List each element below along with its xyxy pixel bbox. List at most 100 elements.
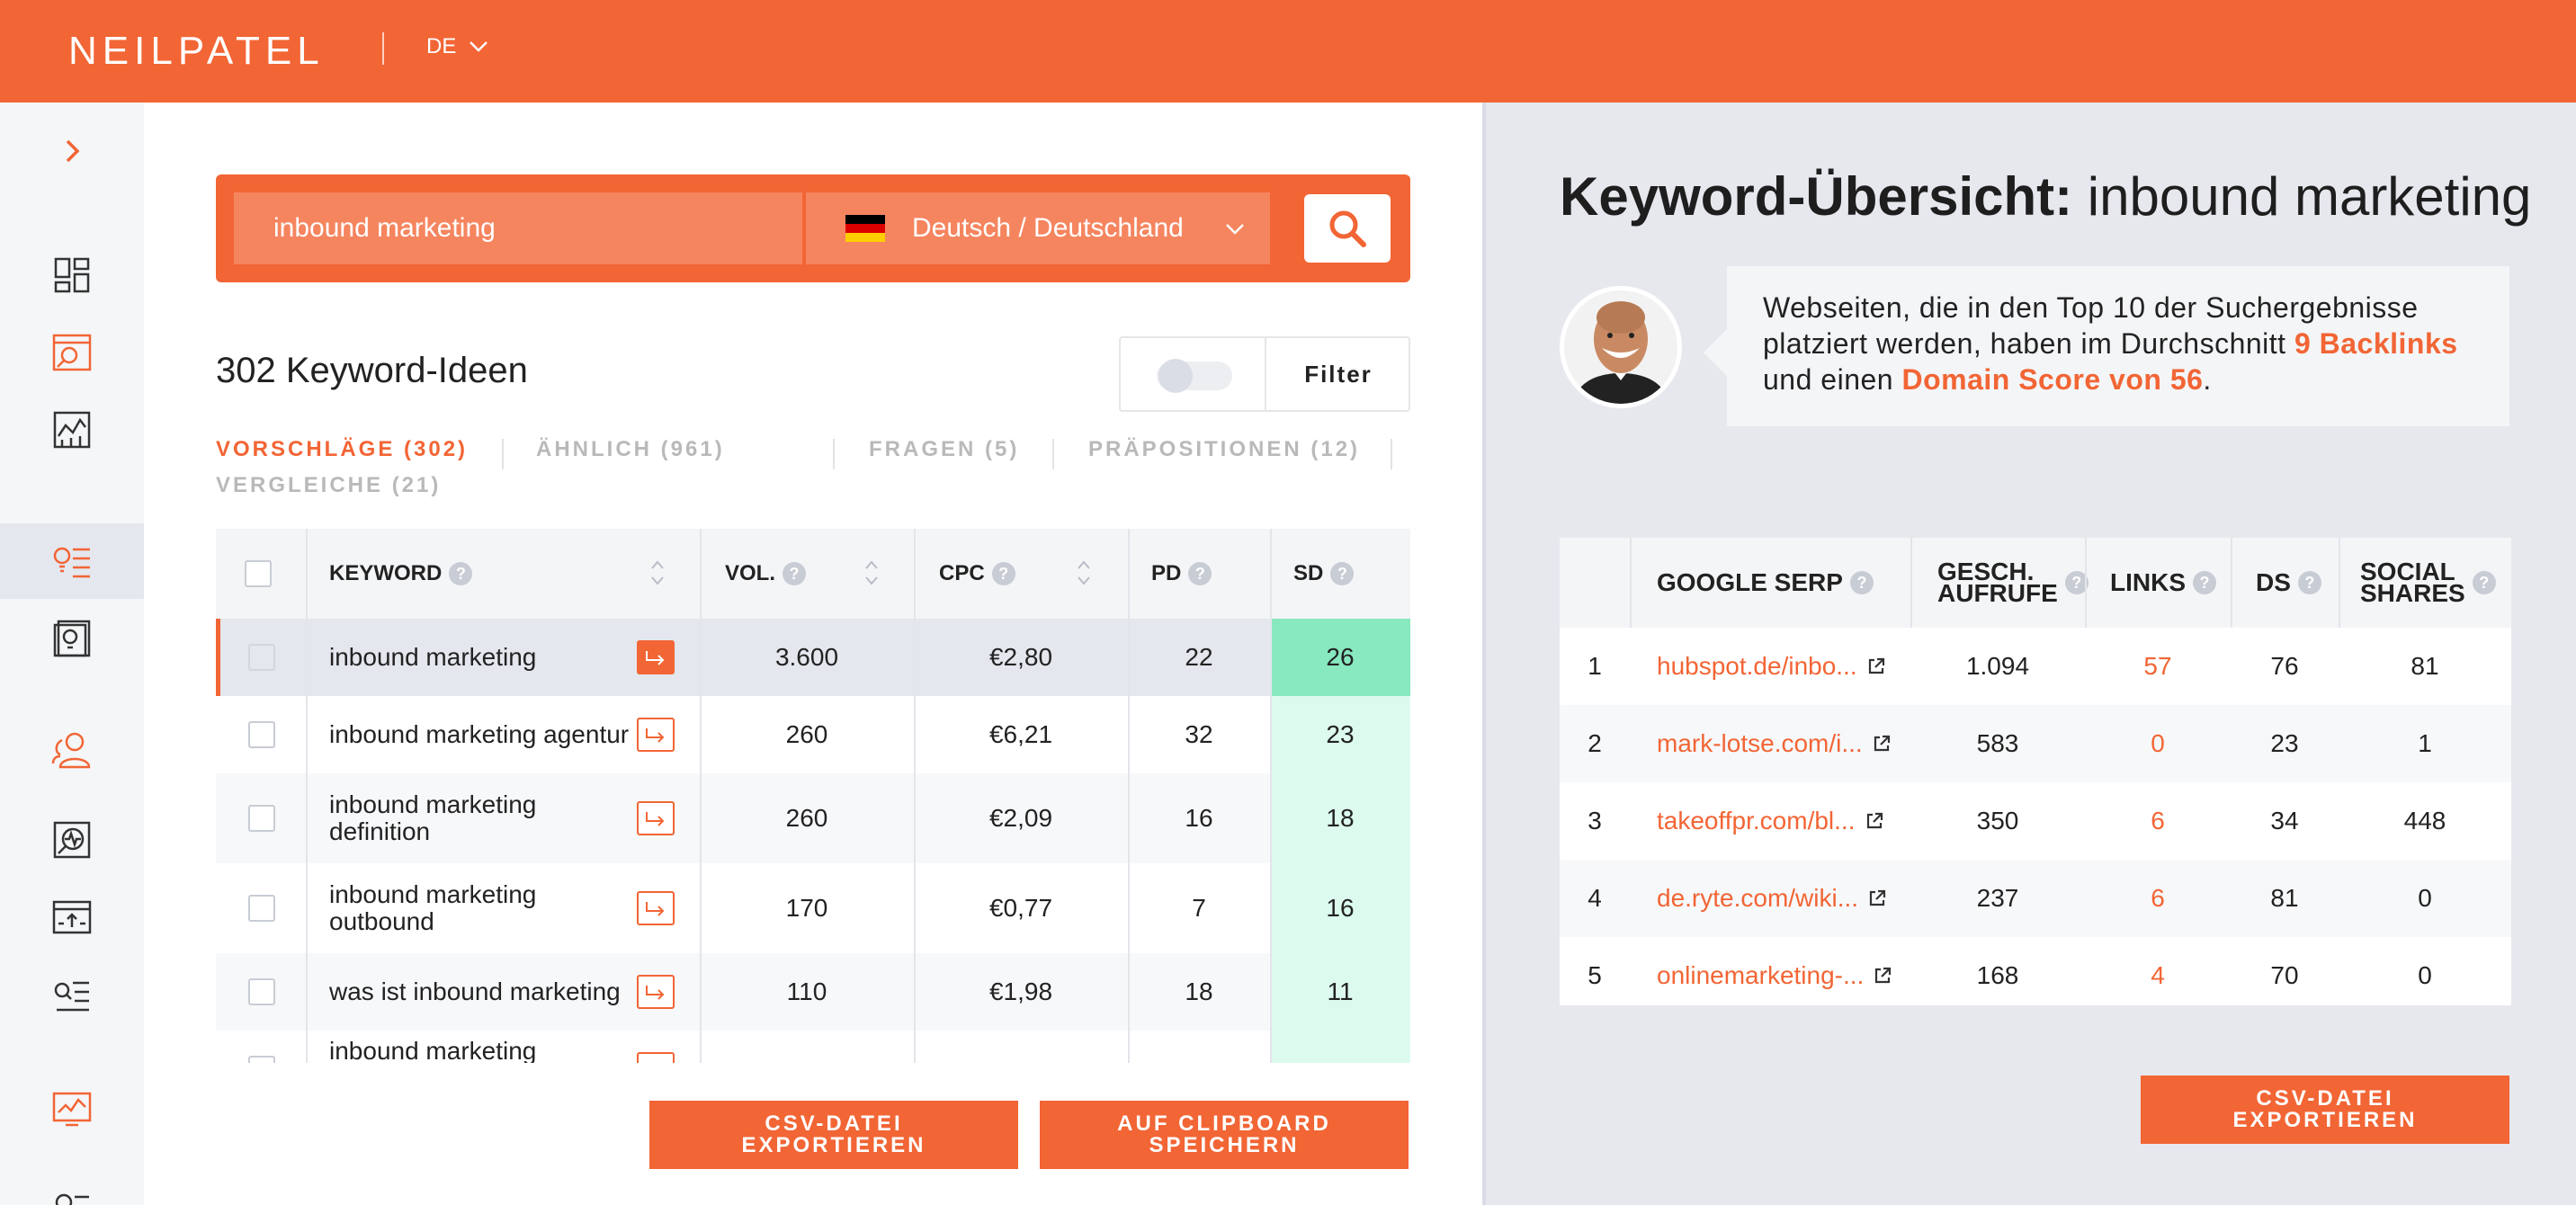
header-keyword[interactable]: KEYWORD? xyxy=(329,529,473,619)
traffic-chart-icon xyxy=(53,411,91,449)
keyword-overview-button[interactable] xyxy=(637,718,675,752)
search-button[interactable] xyxy=(1304,194,1391,263)
select-all-checkbox[interactable] xyxy=(245,560,272,587)
help-icon[interactable]: ? xyxy=(449,562,473,585)
panel-divider xyxy=(1482,103,1486,1205)
header-sd[interactable]: SD? xyxy=(1293,529,1355,619)
ds-cell: 23 xyxy=(2270,729,2299,757)
tab-questions[interactable]: FRAGEN (5) xyxy=(869,437,1020,461)
tab-suggestions[interactable]: VORSCHLÄGE (302) xyxy=(216,437,469,461)
keyword-overview-button[interactable] xyxy=(637,975,675,1009)
brand-logo[interactable]: NEILPATEL xyxy=(68,29,325,73)
links-cell[interactable]: 0 xyxy=(2151,729,2165,757)
shares-cell: 0 xyxy=(2418,884,2432,912)
settings-icon xyxy=(55,1193,89,1205)
sidebar-item-upload[interactable] xyxy=(0,879,144,955)
row-checkbox[interactable] xyxy=(248,1056,275,1063)
links-cell[interactable]: 6 xyxy=(2151,807,2165,835)
row-checkbox[interactable] xyxy=(248,895,275,922)
clipboard-save-button[interactable]: AUF CLIPBOARD SPEICHERN xyxy=(1040,1101,1409,1169)
serp-url-link[interactable]: mark-lotse.com/i... xyxy=(1657,705,1892,782)
bubble-text: . xyxy=(2203,363,2212,396)
serp-url-link[interactable]: takeoffpr.com/bl... xyxy=(1657,782,1884,860)
header-label: LINKS xyxy=(2110,568,2186,596)
table-row[interactable]: was ist inbound marketing 110 €1,98 18 1… xyxy=(216,953,1410,1031)
sort-icon[interactable] xyxy=(863,558,880,588)
table-row[interactable]: inbound marketing outbound 170 €0,77 7 1… xyxy=(216,863,1410,953)
top-bar: NEILPATEL DE xyxy=(0,0,2576,103)
filter-toggle[interactable] xyxy=(1157,359,1232,393)
keyword-cell[interactable]: inbound marketing xyxy=(329,1037,537,1063)
sidebar-toggle[interactable] xyxy=(0,113,144,189)
links-cell[interactable]: 57 xyxy=(2143,652,2172,680)
row-checkbox[interactable] xyxy=(248,644,275,671)
keyword-overview-button[interactable] xyxy=(637,1052,675,1063)
arrow-right-icon xyxy=(646,986,665,1000)
help-icon[interactable]: ? xyxy=(783,562,807,585)
filter-button[interactable]: Filter xyxy=(1304,360,1373,388)
sidebar-item-traffic-analyzer[interactable] xyxy=(0,392,144,468)
sort-icon[interactable] xyxy=(1076,558,1092,588)
help-icon[interactable]: ? xyxy=(2064,571,2089,594)
serp-url-link[interactable]: onlinemarketing-... xyxy=(1657,937,1892,1005)
keyword-cell[interactable]: inbound marketing agentur xyxy=(329,720,630,748)
sidebar-item-dashboard[interactable] xyxy=(0,237,144,313)
sidebar-item-content-ideas[interactable] xyxy=(0,601,144,676)
keyword-overview-button[interactable] xyxy=(637,891,675,925)
serp-csv-export-button[interactable]: CSV-DATEI EXPORTIEREN xyxy=(2141,1076,2509,1144)
sidebar-item-rank-tracking[interactable] xyxy=(0,802,144,878)
external-link-icon xyxy=(1875,967,1892,984)
header-volume[interactable]: VOL.? xyxy=(725,529,807,619)
table-row[interactable]: inbound marketing definition 260 €2,09 1… xyxy=(216,773,1410,863)
tab-comparisons[interactable]: VERGLEICHE (21) xyxy=(216,473,442,497)
table-row: 5 onlinemarketing-... 168 4 70 0 xyxy=(1560,937,2511,1005)
table-row[interactable]: inbound marketing agentur 260 €6,21 32 2… xyxy=(216,696,1410,773)
language-selector[interactable]: DE xyxy=(426,34,488,59)
header-cpc[interactable]: CPC? xyxy=(939,529,1015,619)
sidebar-item-more[interactable] xyxy=(0,1164,144,1205)
ds-cell: 81 xyxy=(2270,884,2299,912)
tab-prepositions[interactable]: PRÄPOSITIONEN (12) xyxy=(1088,437,1361,461)
arrow-right-icon xyxy=(646,728,665,743)
header-ds: DS? xyxy=(2256,538,2321,628)
sidebar-item-keyword-list[interactable] xyxy=(0,957,144,1032)
keyword-overview-button[interactable] xyxy=(637,801,675,835)
sidebar-item-site-audit[interactable] xyxy=(0,315,144,390)
help-icon[interactable]: ? xyxy=(2193,571,2216,594)
csv-export-button[interactable]: CSV-DATEI EXPORTIEREN xyxy=(649,1101,1018,1169)
sort-icon[interactable] xyxy=(649,558,666,588)
help-icon[interactable]: ? xyxy=(1330,562,1355,585)
links-cell[interactable]: 4 xyxy=(2151,961,2165,989)
help-icon[interactable]: ? xyxy=(991,562,1015,585)
search-bar: Deutsch / Deutschland xyxy=(216,174,1410,282)
header-pd[interactable]: PD? xyxy=(1151,529,1212,619)
row-checkbox[interactable] xyxy=(248,978,275,1005)
keyword-cell[interactable]: inbound marketing outbound xyxy=(329,880,537,935)
keyword-cell[interactable]: inbound marketing definition xyxy=(329,790,537,845)
tab-similar[interactable]: ÄHNLICH (961) xyxy=(536,437,725,461)
row-checkbox-cell xyxy=(248,773,275,863)
help-icon[interactable]: ? xyxy=(1188,562,1212,585)
keyword-search-input[interactable] xyxy=(234,192,802,264)
cpc-cell: €0,77 xyxy=(988,894,1053,922)
keyword-cell[interactable]: inbound marketing xyxy=(329,643,537,671)
help-icon[interactable]: ? xyxy=(2472,571,2496,594)
rank-cell: 5 xyxy=(1588,961,1602,989)
row-checkbox[interactable] xyxy=(248,721,275,748)
help-icon[interactable]: ? xyxy=(2297,571,2321,594)
location-select[interactable]: Deutsch / Deutschland xyxy=(806,192,1270,264)
sidebar-item-backlinks[interactable] xyxy=(0,712,144,788)
links-cell[interactable]: 6 xyxy=(2151,884,2165,912)
sidebar-item-reports[interactable] xyxy=(0,1072,144,1147)
keyword-cell[interactable]: was ist inbound marketing xyxy=(329,977,621,1005)
sidebar-item-keyword-ideas[interactable] xyxy=(0,523,144,599)
row-checkbox[interactable] xyxy=(248,805,275,832)
serp-url-link[interactable]: de.ryte.com/wiki... xyxy=(1657,860,1887,937)
table-row[interactable]: inbound marketing 3.600 €2,80 22 26 xyxy=(216,619,1410,696)
backlinks-highlight: 9 Backlinks xyxy=(2294,327,2458,360)
serp-url-link[interactable]: hubspot.de/inbo... xyxy=(1657,628,1886,705)
keyword-overview-button[interactable] xyxy=(637,640,675,674)
help-icon[interactable]: ? xyxy=(1849,571,1874,594)
table-row[interactable]: inbound marketing xyxy=(216,1031,1410,1063)
pd-cell: 18 xyxy=(1185,977,1213,1005)
